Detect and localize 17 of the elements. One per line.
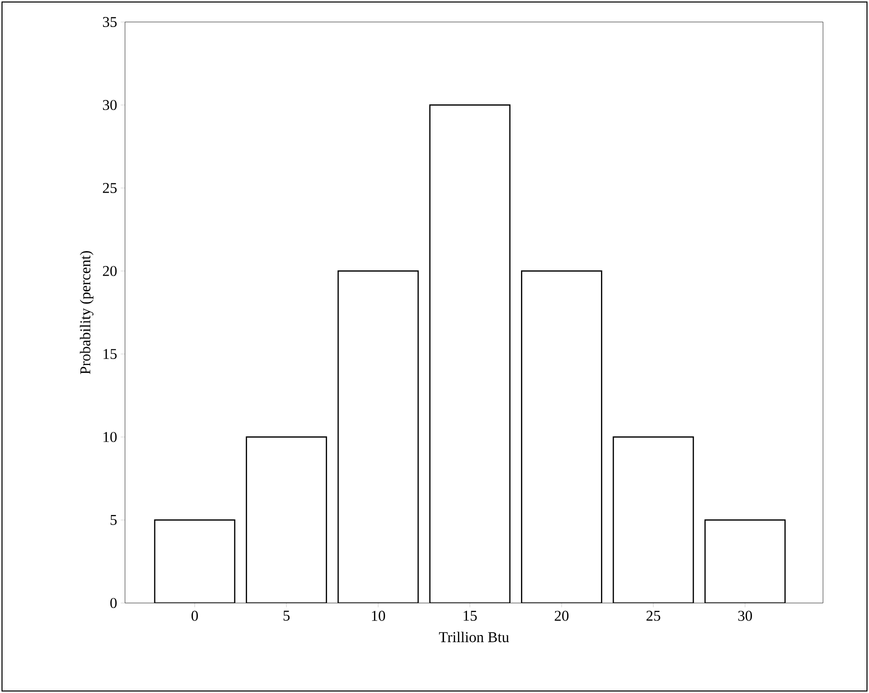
- x-tick-label: 15: [464, 610, 477, 621]
- y-tick-label: 20: [102, 266, 117, 276]
- y-tick-label: 25: [102, 182, 117, 194]
- x-axis-title: Trillion Btu: [439, 632, 509, 642]
- x-tick-label: 20: [554, 610, 569, 621]
- x-tick-label: 0: [192, 610, 198, 621]
- y-tick-label: 35: [103, 16, 117, 28]
- x-tick-label: 10: [372, 610, 386, 621]
- x-tick-label: 5: [284, 610, 290, 621]
- y-tick-label: 5: [110, 515, 117, 525]
- y-tick-label: 10: [104, 432, 117, 442]
- y-tick-label: 0: [110, 598, 117, 608]
- y-axis-title: Probability (percent): [80, 251, 94, 374]
- y-tick-label: 15: [104, 349, 117, 359]
- x-tick-label: 25: [646, 610, 660, 621]
- x-tick-label: 30: [738, 610, 752, 621]
- y-tick-label: 30: [103, 100, 117, 110]
